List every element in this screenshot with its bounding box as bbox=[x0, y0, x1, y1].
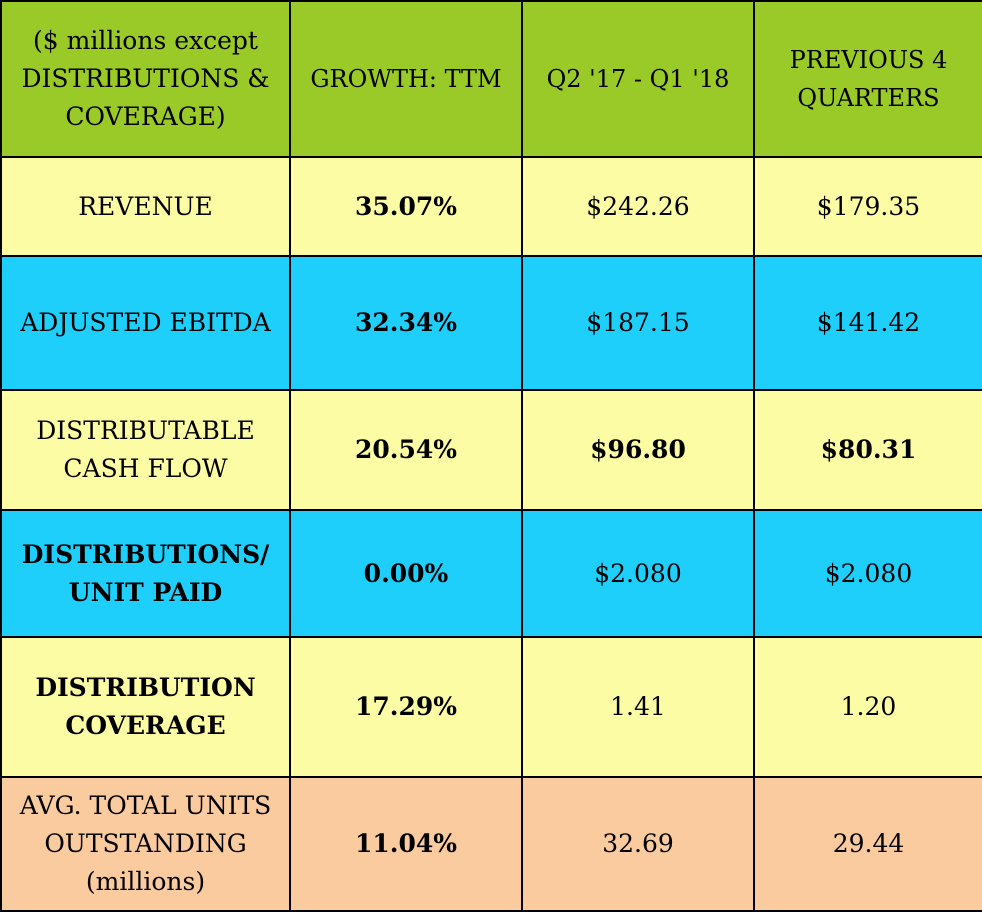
table-row-adjusted-ebitda: ADJUSTED EBITDA 32.34% $187.15 $141.42 bbox=[0, 255, 982, 391]
table-row-distribution-coverage: DISTRIBUTION COVERAGE 17.29% 1.41 1.20 bbox=[0, 636, 982, 778]
row-label: DISTRIBUTION COVERAGE bbox=[0, 636, 291, 778]
current-period-cell: 1.41 bbox=[521, 636, 755, 778]
header-row: ($ millions except DISTRIBUTIONS & COVER… bbox=[0, 0, 982, 158]
current-period-cell: $96.80 bbox=[521, 389, 755, 511]
growth-cell: 17.29% bbox=[289, 636, 523, 778]
row-label: ADJUSTED EBITDA bbox=[0, 255, 291, 391]
growth-cell: 32.34% bbox=[289, 255, 523, 391]
header-current-period: Q2 '17 - Q1 '18 bbox=[521, 0, 755, 158]
current-period-cell: $2.080 bbox=[521, 509, 755, 638]
previous-quarters-cell: 1.20 bbox=[753, 636, 982, 778]
growth-cell: 35.07% bbox=[289, 156, 523, 257]
table-row-distributions-per-unit: DISTRIBUTIONS/ UNIT PAID 0.00% $2.080 $2… bbox=[0, 509, 982, 638]
growth-cell: 11.04% bbox=[289, 776, 523, 912]
row-label: DISTRIBUTABLE CASH FLOW bbox=[0, 389, 291, 511]
row-label: AVG. TOTAL UNITS OUTSTANDING (millions) bbox=[0, 776, 291, 912]
header-growth-ttm: GROWTH: TTM bbox=[289, 0, 523, 158]
table-row-avg-total-units: AVG. TOTAL UNITS OUTSTANDING (millions) … bbox=[0, 776, 982, 912]
current-period-cell: $242.26 bbox=[521, 156, 755, 257]
table-row-revenue: REVENUE 35.07% $242.26 $179.35 bbox=[0, 156, 982, 257]
header-previous-quarters: PREVIOUS 4 QUARTERS bbox=[753, 0, 982, 158]
previous-quarters-cell: 29.44 bbox=[753, 776, 982, 912]
row-label: REVENUE bbox=[0, 156, 291, 257]
growth-cell: 0.00% bbox=[289, 509, 523, 638]
previous-quarters-cell: $179.35 bbox=[753, 156, 982, 257]
previous-quarters-cell: $80.31 bbox=[753, 389, 982, 511]
current-period-cell: $187.15 bbox=[521, 255, 755, 391]
previous-quarters-cell: $141.42 bbox=[753, 255, 982, 391]
row-label: DISTRIBUTIONS/ UNIT PAID bbox=[0, 509, 291, 638]
growth-cell: 20.54% bbox=[289, 389, 523, 511]
current-period-cell: 32.69 bbox=[521, 776, 755, 912]
header-units-note: ($ millions except DISTRIBUTIONS & COVER… bbox=[0, 0, 291, 158]
table-row-distributable-cash-flow: DISTRIBUTABLE CASH FLOW 20.54% $96.80 $8… bbox=[0, 389, 982, 511]
previous-quarters-cell: $2.080 bbox=[753, 509, 982, 638]
